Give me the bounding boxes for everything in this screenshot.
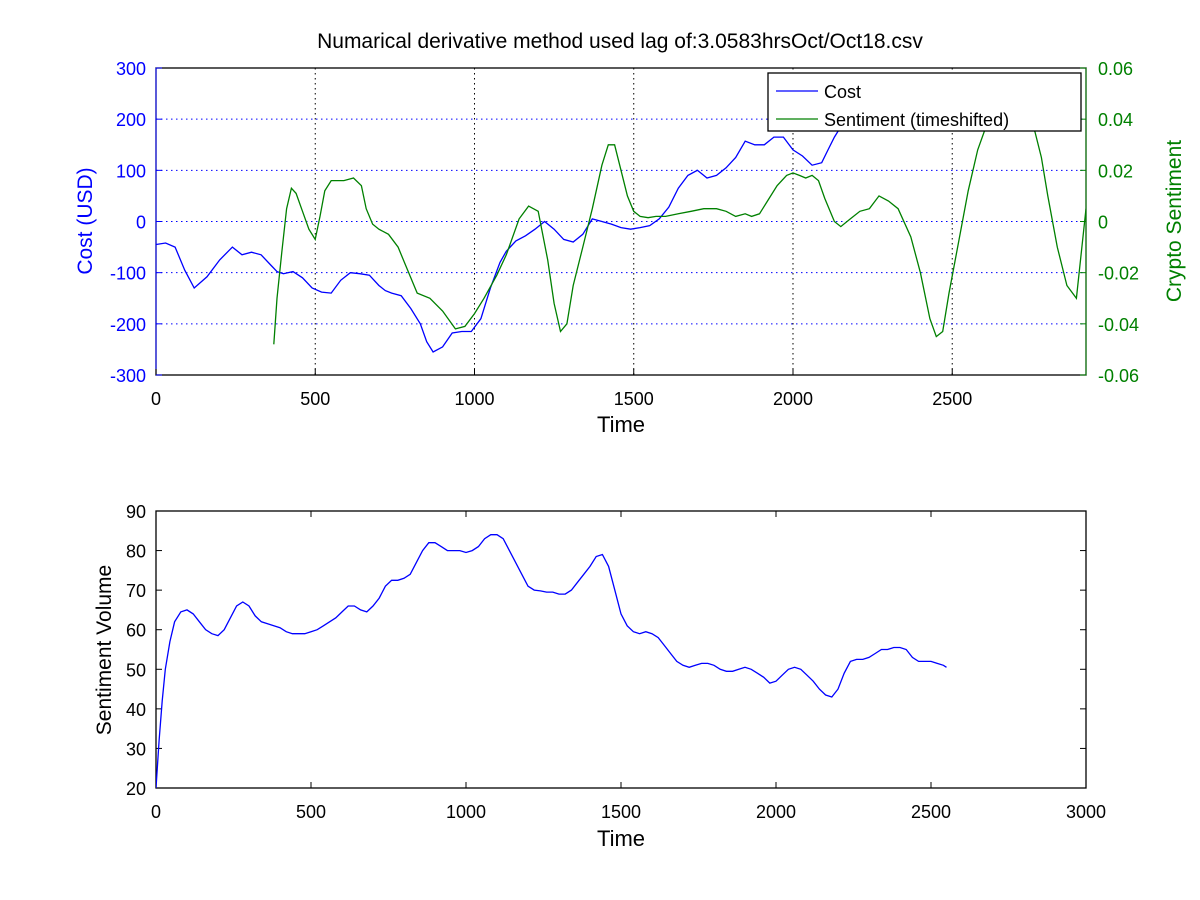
top-left-y-tick-label: -100 [110, 264, 146, 284]
legend-cost-label: Cost [824, 82, 861, 102]
top-y-ticks-right: -0.06 -0.04 -0.02 0 0.02 0.04 0.06 [1080, 59, 1139, 386]
bottom-x-tick-label: 2000 [756, 802, 796, 822]
bottom-y-ticks: 20 30 40 50 60 70 80 90 [126, 502, 1086, 799]
bottom-x-tick-label: 2500 [911, 802, 951, 822]
top-right-y-tick-label: 0.04 [1098, 110, 1133, 130]
legend: Cost Sentiment (timeshifted) [767, 72, 1082, 132]
top-right-y-axis-label: Crypto Sentiment [1163, 140, 1186, 302]
bottom-x-tick-label: 1500 [601, 802, 641, 822]
top-x-tick-label: 2000 [773, 389, 813, 409]
bottom-x-tick-label: 3000 [1066, 802, 1106, 822]
top-right-y-tick-label: 0 [1098, 213, 1108, 233]
top-x-tick-label: 1500 [614, 389, 654, 409]
top-x-tick-label: 0 [151, 389, 161, 409]
sentiment-series-line [273, 100, 1086, 345]
top-chart-title: Numarical derivative method used lag of:… [317, 30, 923, 53]
top-right-y-tick-label: -0.02 [1098, 264, 1139, 284]
top-left-y-tick-label: 100 [116, 161, 146, 181]
sentiment-volume-series-line [156, 534, 947, 788]
bottom-y-tick-label: 50 [126, 660, 146, 680]
bottom-y-tick-label: 70 [126, 581, 146, 601]
bottom-plot: 0 500 1000 1500 2000 2500 3000 20 30 40 50 60 70 80 9… [93, 502, 1106, 851]
bottom-x-tick-label: 0 [151, 802, 161, 822]
top-y-axis-label: Cost (USD) [74, 167, 97, 274]
top-x-tick-label: 500 [300, 389, 330, 409]
top-y-ticks-left: -300 -200 -100 0 100 200 300 [110, 59, 162, 386]
legend-sentiment-label: Sentiment (timeshifted) [824, 110, 1009, 130]
top-left-y-tick-label: 0 [136, 213, 146, 233]
bottom-y-tick-label: 20 [126, 779, 146, 799]
bottom-y-tick-label: 80 [126, 542, 146, 562]
top-left-y-tick-label: -200 [110, 315, 146, 335]
bottom-y-axis-label: Sentiment Volume [93, 565, 116, 735]
top-right-y-tick-label: 0.02 [1098, 161, 1133, 181]
legend-box [767, 72, 1082, 132]
bottom-y-tick-label: 60 [126, 621, 146, 641]
top-right-y-tick-label: -0.06 [1098, 366, 1139, 386]
top-x-ticks: 0 500 1000 1500 2000 2500 [151, 369, 972, 409]
top-plot: Numarical derivative method used lag of:… [74, 30, 1186, 437]
bottom-x-tick-label: 1000 [446, 802, 486, 822]
top-x-tick-label: 2500 [932, 389, 972, 409]
bottom-y-tick-label: 30 [126, 739, 146, 759]
top-right-y-tick-label: -0.04 [1098, 315, 1139, 335]
top-left-y-tick-label: -300 [110, 366, 146, 386]
bottom-x-tick-label: 500 [296, 802, 326, 822]
top-x-tick-label: 1000 [454, 389, 494, 409]
bottom-y-tick-label: 40 [126, 700, 146, 720]
top-left-y-tick-label: 200 [116, 110, 146, 130]
top-x-axis-label: Time [597, 412, 645, 437]
bottom-y-tick-label: 90 [126, 502, 146, 522]
top-left-y-tick-label: 300 [116, 59, 146, 79]
bottom-x-ticks: 0 500 1000 1500 2000 2500 3000 [151, 511, 1106, 822]
bottom-x-axis-label: Time [597, 826, 645, 851]
top-right-y-tick-label: 0.06 [1098, 59, 1133, 79]
